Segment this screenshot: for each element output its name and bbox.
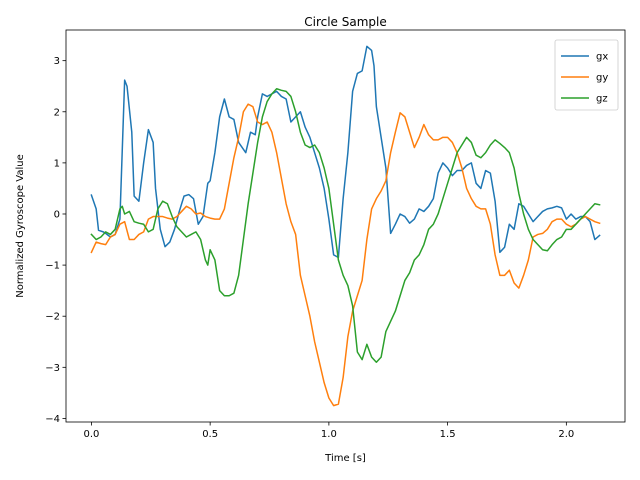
y-ticks: −4 −3 −2 −1 0 1 2 3 [45, 56, 66, 425]
x-tick-label: 1.5 [440, 429, 456, 440]
axes-frame [65, 29, 626, 423]
y-tick-label: −2 [45, 312, 60, 323]
legend-label-gz: gz [596, 94, 608, 105]
y-tick-label: −3 [45, 363, 60, 374]
y-tick-label: −1 [45, 261, 60, 272]
x-tick-label: 0.5 [202, 429, 218, 440]
x-tick-label: 2.0 [558, 429, 574, 440]
x-tick-label: 1.0 [321, 429, 337, 440]
x-ticks: 0.0 0.5 1.0 1.5 2.0 [83, 422, 574, 440]
x-tick-label: 0.0 [83, 429, 99, 440]
legend-label-gy: gy [596, 73, 608, 84]
y-axis-label: Normalized Gyroscope Value [15, 154, 26, 298]
y-tick-label: 0 [54, 209, 60, 220]
series-line-gy [90, 103, 601, 407]
y-tick-label: 2 [54, 107, 60, 118]
x-axis-label: Time [s] [324, 453, 366, 464]
y-tick-label: −4 [45, 414, 60, 425]
legend: gx gy gz [554, 39, 619, 111]
legend-box [554, 39, 619, 111]
series-layer [90, 45, 601, 407]
legend-label-gx: gx [596, 52, 608, 63]
y-tick-label: 3 [54, 56, 60, 67]
chart-title: Circle Sample [304, 15, 387, 29]
series-line-gz [90, 88, 601, 363]
series-line-gx [90, 45, 601, 259]
y-tick-label: 1 [54, 158, 60, 169]
plot-area: 0.0 0.5 1.0 1.5 2.0 −4 −3 −2 −1 0 1 2 3 [45, 29, 626, 440]
